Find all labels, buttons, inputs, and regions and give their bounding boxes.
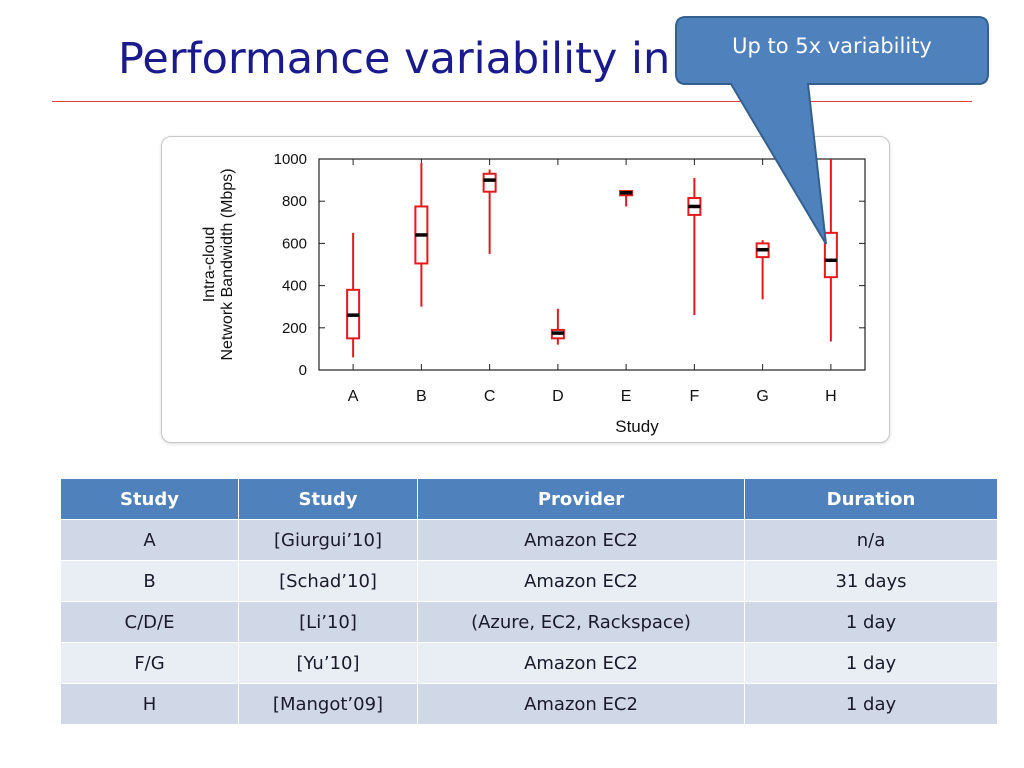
- cell-duration: 1 day: [744, 601, 998, 643]
- cell-reference: [Schad’10]: [238, 560, 418, 602]
- y-tick-label: 200: [282, 320, 307, 337]
- cell-provider: Amazon EC2: [417, 642, 745, 684]
- bandwidth-box-plot: 0 200 400 600 800 1000 A B C D E F G H Study Intra-clou…: [201, 151, 866, 436]
- cell-provider: Amazon EC2: [417, 519, 745, 561]
- chart-panel: 0 200 400 600 800 1000 A B C D E F G H Study Intra-clou…: [161, 136, 890, 443]
- header-study: Study: [60, 478, 239, 520]
- box-iqr: [823, 231, 838, 279]
- table-row: F/G [Yu’10] Amazon EC2 1 day: [60, 642, 998, 684]
- table-row: B [Schad’10] Amazon EC2 31 days: [60, 560, 998, 602]
- table-row: C/D/E [Li’10] (Azure, EC2, Rackspace) 1 …: [60, 601, 998, 643]
- cell-duration: 31 days: [744, 560, 998, 602]
- cell-study: B: [60, 560, 239, 602]
- plot-frame: [318, 158, 866, 371]
- y-axis-label-line-2: Network Bandwidth (Mbps): [219, 168, 236, 360]
- cell-reference: [Li’10]: [238, 601, 418, 643]
- y-tick-label: 1000: [274, 151, 307, 168]
- cell-reference: [Yu’10]: [238, 642, 418, 684]
- title-divider: [52, 101, 972, 102]
- callout-text: Up to 5x variability: [732, 34, 932, 58]
- cell-study: A: [60, 519, 239, 561]
- table-row: A [Giurgui’10] Amazon EC2 n/a: [60, 519, 998, 561]
- x-tick-label: A: [348, 388, 359, 405]
- x-axis-label: Study: [615, 417, 659, 436]
- cell-study: F/G: [60, 642, 239, 684]
- cell-duration: 1 day: [744, 683, 998, 725]
- x-tick-label: B: [416, 388, 427, 405]
- header-provider: Provider: [417, 478, 745, 520]
- y-tick-label: 600: [282, 235, 307, 252]
- cell-provider: Amazon EC2: [417, 560, 745, 602]
- y-tick-label: 800: [282, 193, 307, 210]
- x-tick-label: H: [825, 388, 837, 405]
- x-tick-label: E: [621, 388, 632, 405]
- cell-provider: (Azure, EC2, Rackspace): [417, 601, 745, 643]
- header-reference: Study: [238, 478, 418, 520]
- cell-study: H: [60, 683, 239, 725]
- cell-reference: [Giurgui’10]: [238, 519, 418, 561]
- y-tick-label: 0: [299, 362, 307, 379]
- cell-duration: n/a: [744, 519, 998, 561]
- x-tick-label: D: [552, 388, 564, 405]
- table-header-row: Study Study Provider Duration: [60, 478, 998, 520]
- cell-reference: [Mangot’09]: [238, 683, 418, 725]
- y-axis-label-line-1: Intra-cloud: [201, 227, 218, 303]
- y-tick-label: 400: [282, 278, 307, 295]
- cell-provider: Amazon EC2: [417, 683, 745, 725]
- header-duration: Duration: [744, 478, 998, 520]
- box-iqr: [482, 172, 497, 193]
- cell-study: C/D/E: [60, 601, 239, 643]
- x-tick-label: G: [756, 388, 768, 405]
- x-tick-label: F: [689, 388, 699, 405]
- table-row: H [Mangot’09] Amazon EC2 1 day: [60, 683, 998, 725]
- x-tick-label: C: [484, 388, 496, 405]
- cell-duration: 1 day: [744, 642, 998, 684]
- studies-table: Study Study Provider Duration A [Giurgui…: [60, 478, 998, 725]
